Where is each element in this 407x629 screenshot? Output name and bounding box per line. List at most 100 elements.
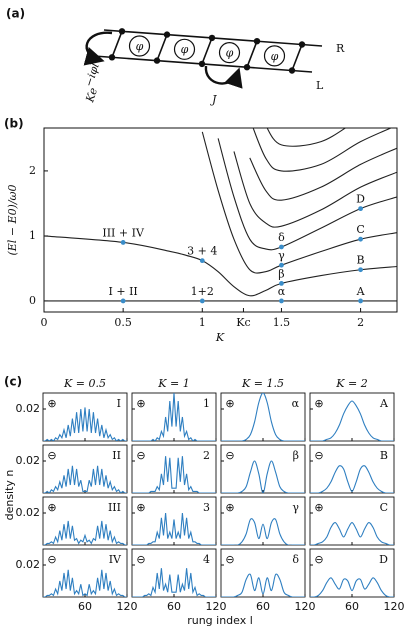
state-label: δ — [292, 553, 299, 566]
curves — [44, 128, 397, 302]
site — [243, 63, 251, 71]
state-point — [279, 244, 284, 250]
state-label: C — [380, 501, 388, 514]
density-curve — [221, 460, 305, 493]
y-tick-label: 1 — [29, 229, 36, 242]
state-point — [279, 280, 284, 286]
density-curve — [43, 520, 127, 545]
state-label: C — [356, 223, 364, 236]
state-label: II — [112, 449, 121, 462]
state-label: 4 — [203, 553, 210, 566]
site — [153, 57, 161, 64]
column-title: K = 2 — [335, 377, 367, 390]
density-curve — [43, 569, 127, 597]
state-label: A — [356, 285, 366, 298]
parity: ⊕ — [314, 397, 323, 410]
flux-label: φ — [136, 40, 144, 53]
x-tick-label: 2 — [357, 316, 364, 329]
state-label: A — [379, 397, 389, 410]
coupling-base: Ke — [83, 86, 100, 105]
state-label: 1 — [203, 397, 210, 410]
energy-curve — [252, 128, 393, 172]
density-curve — [132, 568, 216, 597]
y-tick-label: 0.02 — [16, 454, 41, 467]
state-label: α — [278, 285, 286, 298]
energy-curve — [217, 138, 397, 251]
state-point — [358, 206, 363, 212]
sites — [108, 28, 306, 74]
state-label: D — [356, 193, 365, 206]
x-tick-label: 120 — [384, 600, 405, 613]
flux-loop — [218, 41, 241, 64]
flux-loop — [173, 38, 196, 60]
plot-frame — [43, 127, 398, 313]
y-tick-label: 0 — [29, 294, 36, 307]
density-curve — [132, 456, 216, 493]
ladder — [83, 29, 323, 89]
parity: ⊕ — [136, 501, 145, 514]
parity: ⊖ — [136, 553, 145, 566]
state-label: γ — [278, 249, 285, 262]
state-point — [120, 240, 126, 245]
energy-curve — [201, 131, 397, 274]
density-curve — [310, 577, 394, 597]
state-point — [358, 267, 363, 273]
y-tick-label: 0.02 — [16, 506, 41, 519]
state-point — [199, 298, 205, 304]
x-tick-label: 0.5 — [114, 316, 132, 329]
y-axis-title: (El − E0)/ω0 — [6, 184, 19, 255]
state-label: III — [108, 501, 121, 514]
parity: ⊖ — [136, 449, 145, 462]
column-title: K = 0.5 — [63, 377, 106, 390]
state-label: 2 — [203, 449, 210, 462]
twist-arrow — [83, 31, 113, 66]
site — [298, 41, 306, 48]
rung — [291, 44, 303, 71]
y-tick-label: 0.02 — [16, 402, 41, 415]
density-curve — [221, 573, 305, 597]
x-tick-label: 1.5 — [273, 316, 291, 329]
state-label: γ — [292, 501, 299, 514]
site — [253, 38, 261, 45]
x-tick-label: 1 — [199, 316, 206, 329]
parity: ⊕ — [47, 501, 56, 514]
density-curve — [43, 407, 127, 441]
x-tick-label: 60 — [78, 600, 92, 613]
state-point — [120, 298, 126, 304]
parity: ⊖ — [314, 553, 323, 566]
rung — [201, 37, 213, 65]
state-label: 1+2 — [191, 285, 214, 298]
state-label: B — [357, 254, 365, 267]
site — [288, 67, 296, 74]
column-title: K = 1.5 — [241, 377, 284, 390]
panel-label: (c) — [4, 375, 22, 389]
flux-label: φ — [271, 50, 279, 63]
flux-loop — [128, 35, 151, 57]
site — [208, 34, 216, 42]
coupling-label: Ke−iφl — [77, 61, 107, 105]
energy-curve — [249, 147, 397, 201]
state-point — [358, 236, 363, 242]
x-tick-label: 0 — [41, 316, 48, 329]
x-tick-label: 120 — [295, 600, 316, 613]
x-tick-label: 60 — [345, 600, 359, 613]
flux-label: φ — [181, 43, 189, 56]
state-label: β — [293, 449, 299, 462]
flux-label: φ — [226, 47, 234, 60]
x-axis-title: rung index l — [187, 614, 253, 627]
parity: ⊕ — [47, 397, 56, 410]
density-curve — [310, 465, 394, 493]
energy-curve — [44, 235, 397, 297]
energy-curve — [266, 128, 347, 147]
density-curve — [310, 400, 394, 441]
rung-arrow — [204, 65, 243, 89]
rung-label: J — [210, 93, 217, 106]
parity: ⊖ — [47, 449, 56, 462]
density-curve — [43, 465, 127, 493]
x-tick-label: 120 — [206, 600, 227, 613]
rung — [111, 31, 123, 58]
parity: ⊕ — [314, 501, 323, 514]
state-point — [199, 258, 205, 264]
energy-curve — [233, 151, 397, 228]
site — [108, 54, 116, 61]
